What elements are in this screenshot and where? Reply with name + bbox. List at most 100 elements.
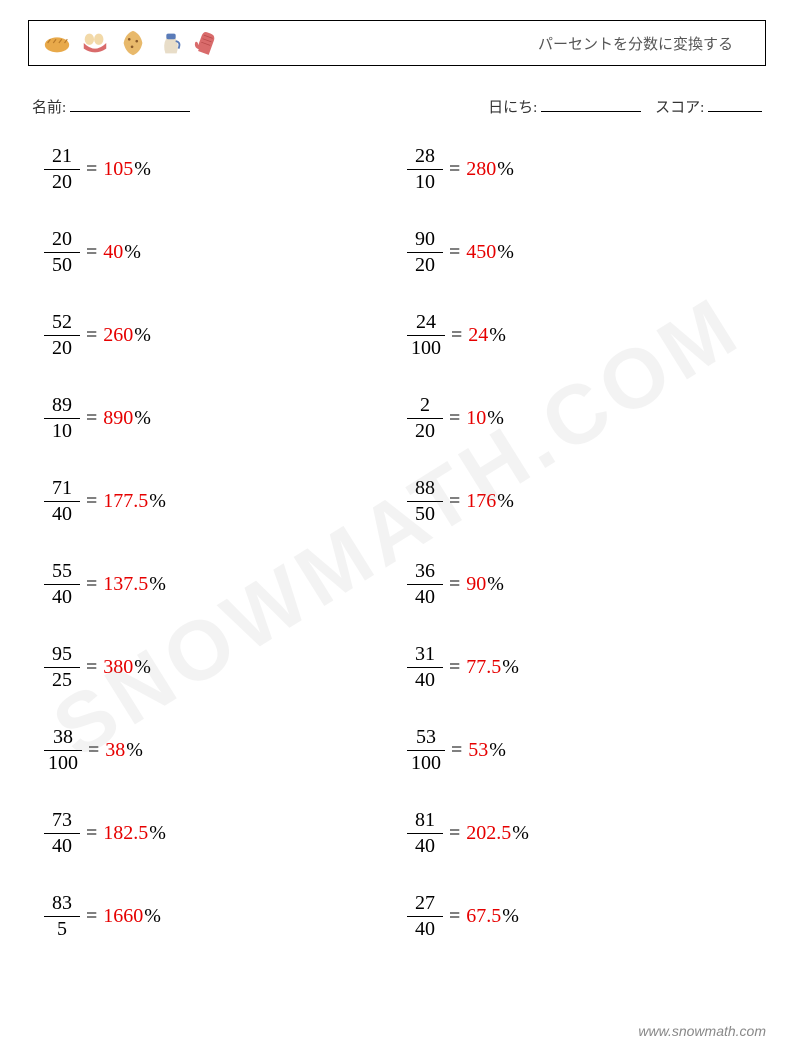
fraction-denominator: 20 bbox=[411, 420, 439, 443]
fraction-denominator: 20 bbox=[48, 337, 76, 360]
score-field: スコア: bbox=[655, 96, 762, 117]
fraction-numerator: 90 bbox=[411, 228, 439, 251]
answer-value: 40 bbox=[103, 241, 123, 264]
fraction-numerator: 28 bbox=[411, 145, 439, 168]
answer-value: 10 bbox=[466, 407, 486, 430]
problem-row: 2810=280% bbox=[407, 145, 750, 194]
equals-sign: = bbox=[86, 158, 97, 181]
fraction-numerator: 36 bbox=[411, 560, 439, 583]
fraction-denominator: 5 bbox=[53, 918, 71, 941]
date-label: 日にち: bbox=[488, 100, 537, 116]
problem-row: 2120=105% bbox=[44, 145, 387, 194]
fraction: 2740 bbox=[407, 892, 443, 941]
problem-row: 7140=177.5% bbox=[44, 477, 387, 526]
fraction: 2050 bbox=[44, 228, 80, 277]
fraction-denominator: 100 bbox=[407, 337, 445, 360]
fraction-bar bbox=[407, 169, 443, 170]
problem-row: 24100 = 24% bbox=[407, 311, 750, 360]
equals-sign: = bbox=[86, 407, 97, 430]
fraction-bar bbox=[44, 335, 80, 336]
percent-symbol: % bbox=[512, 822, 529, 845]
percent-symbol: % bbox=[134, 324, 151, 347]
fraction-numerator: 55 bbox=[48, 560, 76, 583]
fraction: 24100 bbox=[407, 311, 445, 360]
fraction-bar bbox=[44, 584, 80, 585]
answer-value: 105 bbox=[103, 158, 133, 181]
fraction-numerator: 88 bbox=[411, 477, 439, 500]
fraction-bar bbox=[44, 667, 80, 668]
fraction-numerator: 20 bbox=[48, 228, 76, 251]
problem-row: 8910=890% bbox=[44, 394, 387, 443]
problem-row: 2050=40% bbox=[44, 228, 387, 277]
problem-row: 5540=137.5% bbox=[44, 560, 387, 609]
equals-sign: = bbox=[86, 241, 97, 264]
equals-sign: = bbox=[451, 324, 462, 347]
cookie-icon bbox=[117, 27, 149, 59]
percent-symbol: % bbox=[489, 324, 506, 347]
fraction: 8850 bbox=[407, 477, 443, 526]
answer-value: 450 bbox=[466, 241, 496, 264]
problem-row: 7340=182.5% bbox=[44, 809, 387, 858]
fraction: 7140 bbox=[44, 477, 80, 526]
fraction-denominator: 20 bbox=[48, 171, 76, 194]
equals-sign: = bbox=[449, 407, 460, 430]
fraction-denominator: 40 bbox=[411, 669, 439, 692]
fraction: 3640 bbox=[407, 560, 443, 609]
percent-symbol: % bbox=[497, 490, 514, 513]
fraction: 8910 bbox=[44, 394, 80, 443]
footer-link: www.snowmath.com bbox=[638, 1023, 766, 1039]
name-label: 名前: bbox=[32, 100, 66, 116]
equals-sign: = bbox=[86, 822, 97, 845]
problem-row: 3640=90% bbox=[407, 560, 750, 609]
answer-value: 182.5 bbox=[103, 822, 148, 845]
fraction-bar bbox=[44, 501, 80, 502]
fraction-bar bbox=[407, 833, 443, 834]
percent-symbol: % bbox=[149, 490, 166, 513]
fraction-numerator: 95 bbox=[48, 643, 76, 666]
percent-symbol: % bbox=[134, 656, 151, 679]
percent-symbol: % bbox=[134, 158, 151, 181]
problem-row: 53100=53% bbox=[407, 726, 750, 775]
fraction-numerator: 71 bbox=[48, 477, 76, 500]
date-field: 日にち: bbox=[488, 96, 641, 117]
percent-symbol: % bbox=[497, 241, 514, 264]
answer-value: 53 bbox=[468, 739, 488, 762]
fraction-bar bbox=[44, 169, 80, 170]
fraction: 9020 bbox=[407, 228, 443, 277]
fraction-numerator: 24 bbox=[412, 311, 440, 334]
answer-value: 177.5 bbox=[103, 490, 148, 513]
fraction: 2810 bbox=[407, 145, 443, 194]
fraction-numerator: 31 bbox=[411, 643, 439, 666]
equals-sign: = bbox=[449, 656, 460, 679]
worksheet-header: パーセントを分数に変換する bbox=[28, 20, 766, 66]
score-blank bbox=[708, 96, 762, 112]
fraction-bar bbox=[44, 418, 80, 419]
answer-value: 280 bbox=[466, 158, 496, 181]
fraction: 220 bbox=[407, 394, 443, 443]
fraction-numerator: 27 bbox=[411, 892, 439, 915]
eggs-icon bbox=[79, 27, 111, 59]
answer-value: 202.5 bbox=[466, 822, 511, 845]
equals-sign: = bbox=[449, 490, 460, 513]
fraction: 53100 bbox=[407, 726, 445, 775]
fraction-numerator: 38 bbox=[49, 726, 77, 749]
equals-sign: = bbox=[86, 656, 97, 679]
fraction-denominator: 100 bbox=[44, 752, 82, 775]
problem-row: 3140=77.5% bbox=[407, 643, 750, 692]
fraction-denominator: 40 bbox=[48, 835, 76, 858]
fraction-denominator: 40 bbox=[48, 586, 76, 609]
worksheet-title: パーセントを分数に変換する bbox=[538, 33, 753, 54]
fraction-denominator: 25 bbox=[48, 669, 76, 692]
fraction-bar bbox=[44, 750, 82, 751]
fraction-bar bbox=[407, 916, 443, 917]
fraction-bar bbox=[407, 418, 443, 419]
answer-value: 67.5 bbox=[466, 905, 501, 928]
answer-value: 176 bbox=[466, 490, 496, 513]
equals-sign: = bbox=[449, 822, 460, 845]
fraction-bar bbox=[407, 750, 445, 751]
percent-symbol: % bbox=[487, 573, 504, 596]
fraction-bar bbox=[407, 584, 443, 585]
meta-row: 名前: 日にち: スコア: bbox=[28, 96, 766, 117]
problems-grid: 2120=105%2810=280%2050=40%9020=450%5220=… bbox=[28, 145, 766, 941]
problem-row: 38100=38% bbox=[44, 726, 387, 775]
